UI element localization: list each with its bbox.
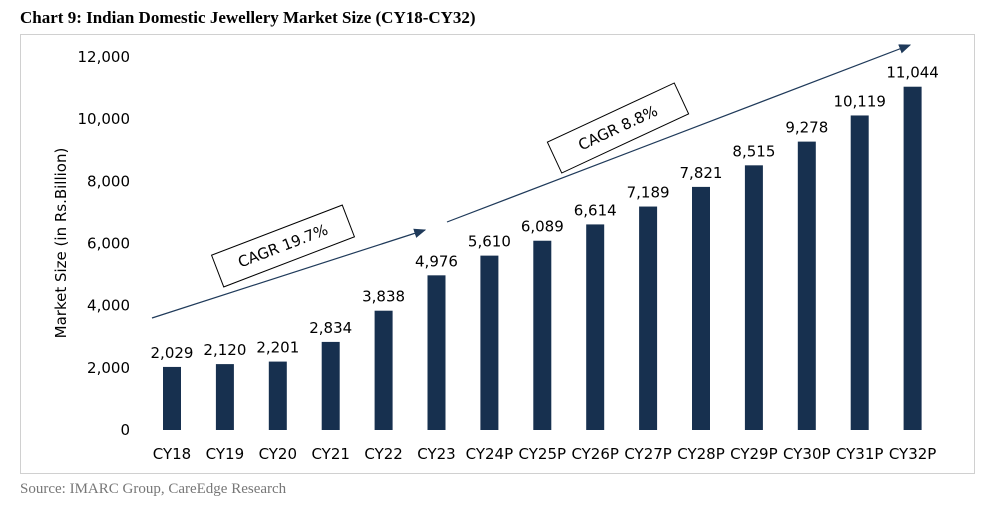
bar-CY30P <box>797 141 816 430</box>
bar-CY23 <box>427 275 446 430</box>
y-tick-label: 6,000 <box>87 235 130 253</box>
bar-CY21 <box>321 341 340 430</box>
x-tick-label: CY20 <box>259 445 297 463</box>
cagr-arrow-2 <box>446 44 912 223</box>
y-axis-label: Market Size (in Rs.Billion) <box>52 148 70 339</box>
chart-title: Chart 9: Indian Domestic Jewellery Marke… <box>20 8 476 27</box>
cagr-box-1: CAGR 19.7% <box>210 204 356 288</box>
x-tick-label: CY18 <box>153 445 191 463</box>
x-tick-label: CY19 <box>206 445 244 463</box>
y-tick-label: 12,000 <box>78 48 131 66</box>
data-label: 10,119 <box>833 92 886 110</box>
bar-CY25P <box>533 240 552 430</box>
x-tick-label: CY27P <box>624 445 672 463</box>
bar-CY31P <box>850 115 869 431</box>
data-label: 2,834 <box>309 319 352 337</box>
bar-CY20 <box>268 361 287 430</box>
data-label: 11,044 <box>886 64 939 82</box>
bar-CY26P <box>586 224 605 430</box>
bar-CY24P <box>480 255 499 430</box>
data-label: 2,201 <box>256 339 299 357</box>
y-tick-label: 2,000 <box>87 359 130 377</box>
cagr-box-2: CAGR 8.8% <box>546 82 690 174</box>
bar-CY28P <box>692 186 710 430</box>
y-tick-label: 0 <box>120 421 130 439</box>
x-tick-label: CY23 <box>417 445 455 463</box>
y-tick-label: 4,000 <box>87 297 130 315</box>
x-tick-label: CY28P <box>677 445 725 463</box>
data-label: 2,029 <box>151 344 194 362</box>
data-label: 6,089 <box>521 218 564 236</box>
data-label: 5,610 <box>468 233 511 251</box>
chart-frame <box>20 34 975 474</box>
x-tick-label: CY25P <box>519 445 567 463</box>
y-tick-label: 8,000 <box>87 172 130 190</box>
data-label: 8,515 <box>732 142 775 160</box>
bar-CY32P <box>903 86 922 430</box>
data-label: 2,120 <box>203 341 246 359</box>
data-label: 7,189 <box>627 184 670 202</box>
x-tick-label: CY26P <box>571 445 619 463</box>
x-tick-label: CY30P <box>783 445 831 463</box>
x-tick-label: CY29P <box>730 445 778 463</box>
bar-CY27P <box>639 206 658 430</box>
bar-CY19 <box>215 364 234 430</box>
x-tick-label: CY21 <box>311 445 349 463</box>
data-label: 9,278 <box>785 119 828 137</box>
data-label: 3,838 <box>362 288 405 306</box>
data-label: 4,976 <box>415 252 458 270</box>
x-tick-label: CY24P <box>466 445 514 463</box>
bar-CY22 <box>374 310 393 430</box>
x-tick-label: CY31P <box>836 445 884 463</box>
data-label: 7,821 <box>680 164 723 182</box>
cagr-arrow-1 <box>151 228 427 319</box>
x-tick-label: CY22 <box>364 445 402 463</box>
source-note: Source: IMARC Group, CareEdge Research <box>20 481 287 497</box>
bar-CY18 <box>163 366 181 430</box>
bar-CY29P <box>744 165 763 430</box>
y-tick-label: 10,000 <box>78 110 131 128</box>
data-label: 6,614 <box>574 201 617 219</box>
x-tick-label: CY32P <box>889 445 937 463</box>
